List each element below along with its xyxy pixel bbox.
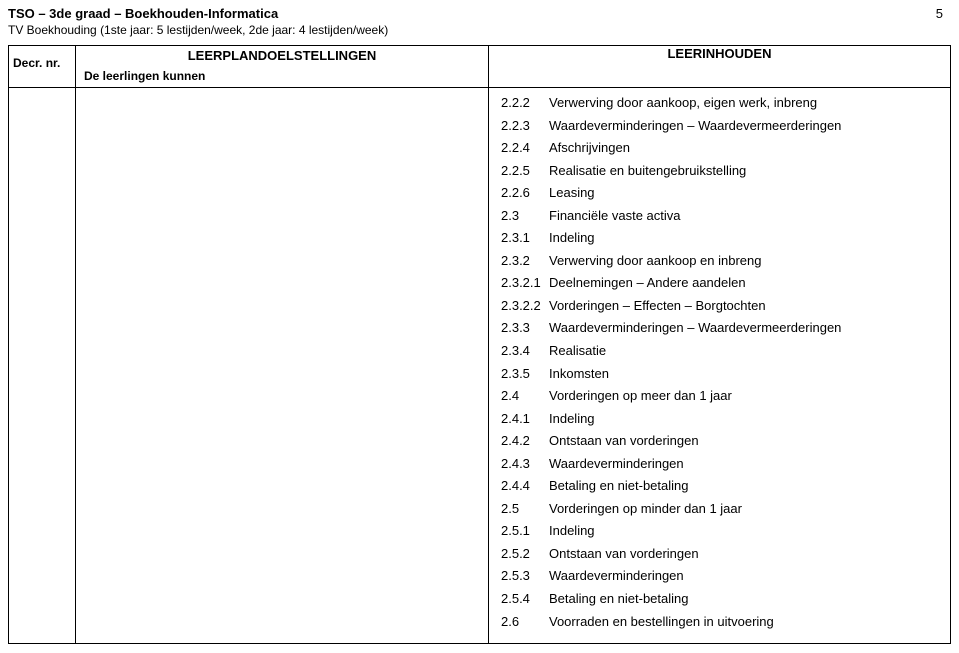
list-item: 2.4.2Ontstaan van vorderingen xyxy=(501,432,942,450)
item-text: Vorderingen op meer dan 1 jaar xyxy=(549,387,942,405)
page-number: 5 xyxy=(936,6,943,21)
item-text: Ontstaan van vorderingen xyxy=(549,545,942,563)
item-number: 2.5.3 xyxy=(501,567,549,585)
col-leerinhouden-head: LEERINHOUDEN xyxy=(489,46,951,88)
item-text: Financiële vaste activa xyxy=(549,207,942,225)
item-text: Realisatie xyxy=(549,342,942,360)
item-number: 2.5.1 xyxy=(501,522,549,540)
item-number: 2.3.1 xyxy=(501,229,549,247)
item-text: Verwerving door aankoop, eigen werk, inb… xyxy=(549,94,942,112)
list-item: 2.2.4Afschrijvingen xyxy=(501,139,942,157)
item-text: Vorderingen – Effecten – Borgtochten xyxy=(549,297,942,315)
col-decr-nr-head: Decr. nr. xyxy=(9,46,76,88)
item-text: Waardeverminderingen xyxy=(549,567,942,585)
item-text: Indeling xyxy=(549,410,942,428)
item-text: Deelnemingen – Andere aandelen xyxy=(549,274,942,292)
col-decr-nr-label: Decr. nr. xyxy=(9,46,75,80)
list-item: 2.6Voorraden en bestellingen in uitvoeri… xyxy=(501,613,942,631)
curriculum-table: Decr. nr. LEERPLANDOELSTELLINGEN De leer… xyxy=(8,45,951,644)
item-number: 2.4 xyxy=(501,387,549,405)
list-item: 2.4.4Betaling en niet-betaling xyxy=(501,477,942,495)
item-number: 2.5.2 xyxy=(501,545,549,563)
header-line-1: TSO – 3de graad – Boekhouden-Informatica xyxy=(8,6,951,21)
item-text: Verwerving door aankoop en inbreng xyxy=(549,252,942,270)
list-item: 2.3.3Waardeverminderingen – Waardevermee… xyxy=(501,319,942,337)
list-item: 2.4.1Indeling xyxy=(501,410,942,428)
list-item: 2.2.6Leasing xyxy=(501,184,942,202)
list-item: 2.3.5Inkomsten xyxy=(501,365,942,383)
leerinhouden-list: 2.2.2Verwerving door aankoop, eigen werk… xyxy=(489,88,950,643)
list-item: 2.5.4Betaling en niet-betaling xyxy=(501,590,942,608)
item-text: Voorraden en bestellingen in uitvoering xyxy=(549,613,942,631)
list-item: 2.2.5Realisatie en buitengebruikstelling xyxy=(501,162,942,180)
col-doelstellingen-head: LEERPLANDOELSTELLINGEN De leerlingen kun… xyxy=(76,46,489,88)
list-item: 2.3Financiële vaste activa xyxy=(501,207,942,225)
list-item: 2.3.2.2Vorderingen – Effecten – Borgtoch… xyxy=(501,297,942,315)
list-item: 2.2.3Waardeverminderingen – Waardevermee… xyxy=(501,117,942,135)
item-number: 2.5.4 xyxy=(501,590,549,608)
page: TSO – 3de graad – Boekhouden-Informatica… xyxy=(0,0,959,653)
col-leerinhouden-title: LEERINHOUDEN xyxy=(667,46,771,61)
item-text: Indeling xyxy=(549,229,942,247)
item-number: 2.3.2 xyxy=(501,252,549,270)
item-text: Betaling en niet-betaling xyxy=(549,590,942,608)
item-number: 2.3.2.1 xyxy=(501,274,549,292)
item-text: Realisatie en buitengebruikstelling xyxy=(549,162,942,180)
item-text: Indeling xyxy=(549,522,942,540)
item-text: Ontstaan van vorderingen xyxy=(549,432,942,450)
item-number: 2.2.4 xyxy=(501,139,549,157)
col-doelstellingen-subtitle: De leerlingen kunnen xyxy=(76,69,488,87)
item-number: 2.2.6 xyxy=(501,184,549,202)
list-item: 2.3.2Verwerving door aankoop en inbreng xyxy=(501,252,942,270)
item-number: 2.2.5 xyxy=(501,162,549,180)
list-item: 2.5.1Indeling xyxy=(501,522,942,540)
list-item: 2.3.1Indeling xyxy=(501,229,942,247)
list-item: 2.5.3Waardeverminderingen xyxy=(501,567,942,585)
list-item: 2.5Vorderingen op minder dan 1 jaar xyxy=(501,500,942,518)
item-text: Vorderingen op minder dan 1 jaar xyxy=(549,500,942,518)
item-number: 2.2.2 xyxy=(501,94,549,112)
item-number: 2.2.3 xyxy=(501,117,549,135)
list-item: 2.4Vorderingen op meer dan 1 jaar xyxy=(501,387,942,405)
item-number: 2.3.2.2 xyxy=(501,297,549,315)
item-text: Waardeverminderingen – Waardevermeerderi… xyxy=(549,319,942,337)
col-doelstellingen-body xyxy=(76,88,489,644)
item-number: 2.6 xyxy=(501,613,549,631)
item-number: 2.3.3 xyxy=(501,319,549,337)
item-number: 2.4.2 xyxy=(501,432,549,450)
item-number: 2.3 xyxy=(501,207,549,225)
item-number: 2.3.4 xyxy=(501,342,549,360)
list-item: 2.3.4Realisatie xyxy=(501,342,942,360)
header-line-2: TV Boekhouding (1ste jaar: 5 lestijden/w… xyxy=(8,23,951,37)
item-text: Leasing xyxy=(549,184,942,202)
item-number: 2.4.1 xyxy=(501,410,549,428)
list-item: 2.3.2.1Deelnemingen – Andere aandelen xyxy=(501,274,942,292)
item-number: 2.4.3 xyxy=(501,455,549,473)
col-doelstellingen-title: LEERPLANDOELSTELLINGEN xyxy=(76,48,488,63)
item-number: 2.3.5 xyxy=(501,365,549,383)
item-text: Inkomsten xyxy=(549,365,942,383)
item-text: Betaling en niet-betaling xyxy=(549,477,942,495)
list-item: 2.5.2Ontstaan van vorderingen xyxy=(501,545,942,563)
item-number: 2.5 xyxy=(501,500,549,518)
col-decr-nr-body xyxy=(9,88,76,644)
item-number: 2.4.4 xyxy=(501,477,549,495)
list-item: 2.2.2Verwerving door aankoop, eigen werk… xyxy=(501,94,942,112)
item-text: Waardeverminderingen xyxy=(549,455,942,473)
list-item: 2.4.3Waardeverminderingen xyxy=(501,455,942,473)
col-leerinhouden-body: 2.2.2Verwerving door aankoop, eigen werk… xyxy=(489,88,951,644)
item-text: Waardeverminderingen – Waardevermeerderi… xyxy=(549,117,942,135)
item-text: Afschrijvingen xyxy=(549,139,942,157)
